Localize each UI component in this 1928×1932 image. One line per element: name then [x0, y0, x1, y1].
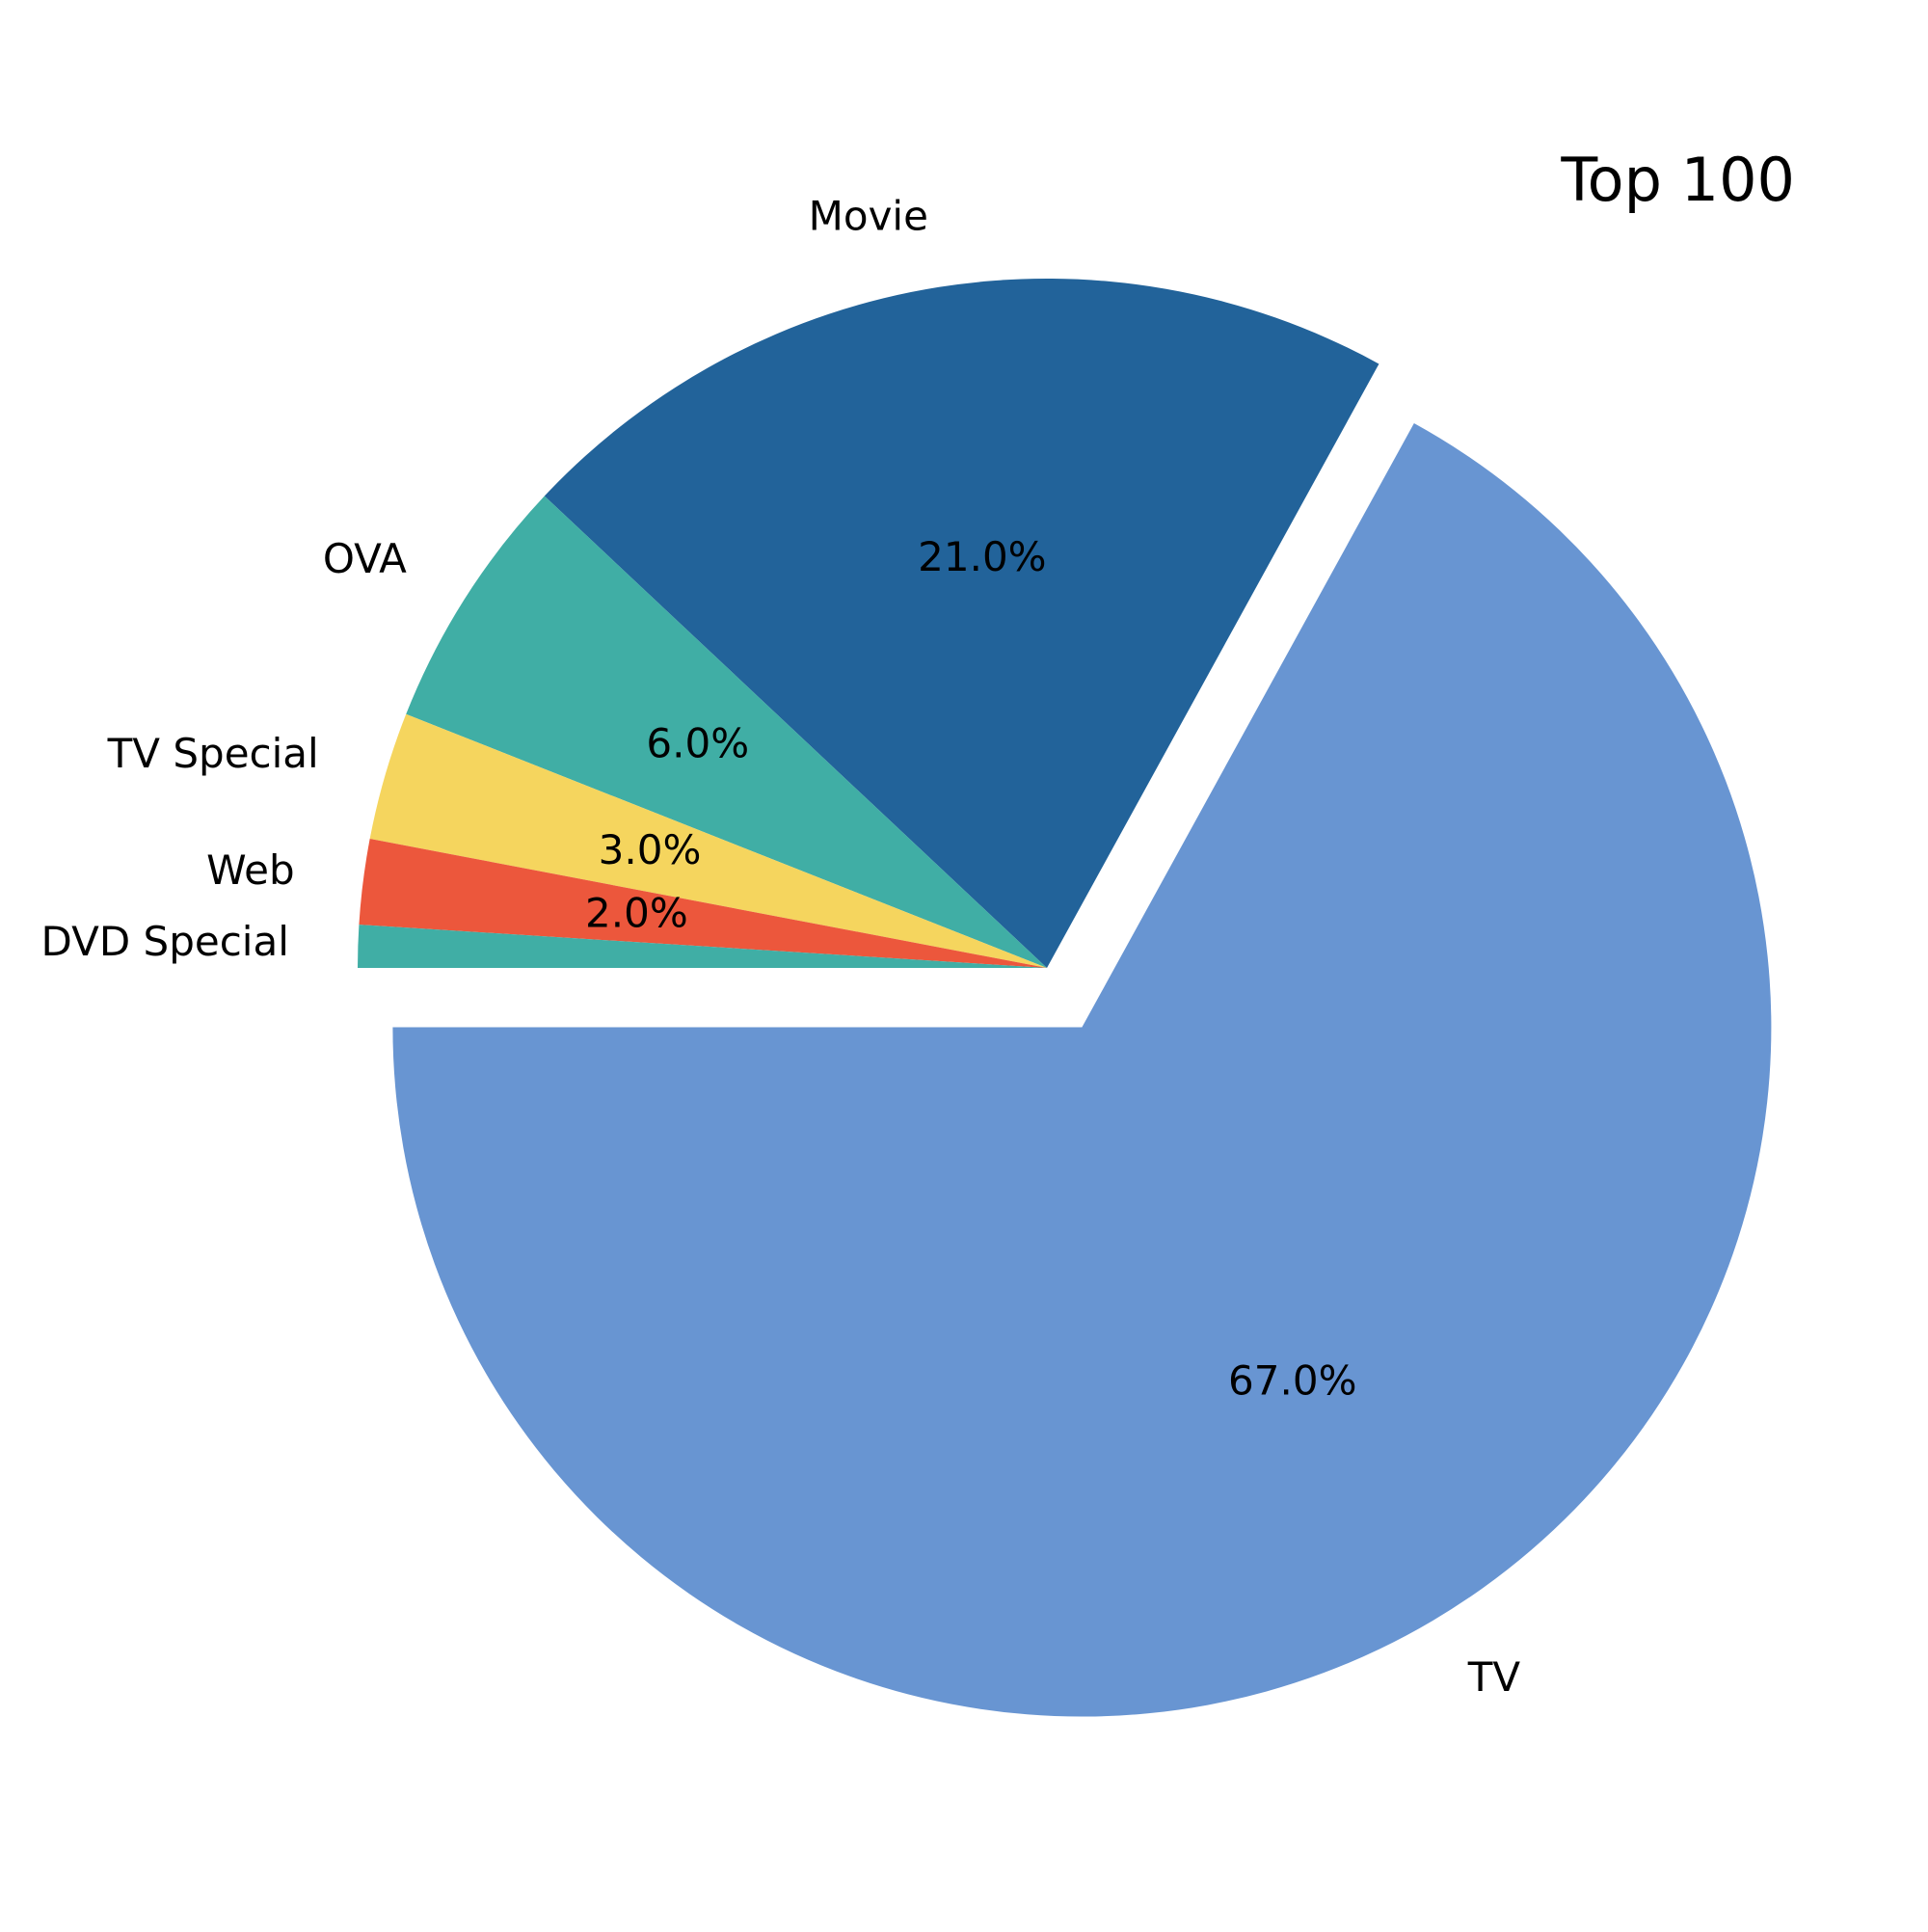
slice-label-tv: TV — [1467, 1653, 1521, 1701]
pie-slice-web — [359, 839, 1047, 968]
slice-pct-ova: 6.0% — [646, 720, 749, 767]
slice-label-movie: Movie — [809, 193, 928, 240]
pie-slice-tv-special — [369, 713, 1047, 968]
slice-pct-tv: 67.0% — [1228, 1356, 1356, 1404]
slice-pct-web: 2.0% — [585, 890, 688, 937]
slice-pct-movie: 21.0% — [918, 533, 1046, 580]
pie-slice-tv — [392, 422, 1772, 1717]
pie-slice-ova — [406, 496, 1047, 968]
pie-slice-dvd-special — [358, 925, 1047, 968]
slice-label-web: Web — [206, 846, 295, 894]
slice-label-ova: OVA — [323, 535, 407, 582]
slice-label-tv-special: TV Special — [107, 730, 319, 777]
slice-pct-tv-special: 3.0% — [599, 826, 702, 873]
slice-label-dvd-special: DVD Special — [41, 918, 289, 965]
chart-title: Top 100 — [1561, 145, 1795, 215]
pie-slice-movie — [544, 278, 1379, 968]
